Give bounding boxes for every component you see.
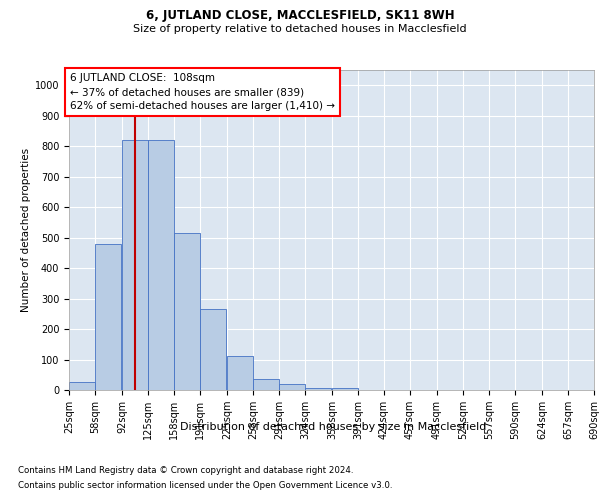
Bar	[332, 388, 358, 390]
Bar	[227, 356, 253, 390]
Text: Contains HM Land Registry data © Crown copyright and database right 2024.: Contains HM Land Registry data © Crown c…	[18, 466, 353, 475]
Bar	[305, 388, 331, 390]
Bar	[148, 140, 174, 390]
Text: Size of property relative to detached houses in Macclesfield: Size of property relative to detached ho…	[133, 24, 467, 34]
Text: 6, JUTLAND CLOSE, MACCLESFIELD, SK11 8WH: 6, JUTLAND CLOSE, MACCLESFIELD, SK11 8WH	[146, 9, 454, 22]
Text: Distribution of detached houses by size in Macclesfield: Distribution of detached houses by size …	[180, 422, 486, 432]
Bar	[279, 384, 305, 390]
Bar	[253, 380, 279, 390]
Text: Contains public sector information licensed under the Open Government Licence v3: Contains public sector information licen…	[18, 481, 392, 490]
Bar	[174, 233, 200, 390]
Bar	[200, 309, 226, 390]
Text: 6 JUTLAND CLOSE:  108sqm
← 37% of detached houses are smaller (839)
62% of semi-: 6 JUTLAND CLOSE: 108sqm ← 37% of detache…	[70, 73, 335, 111]
Bar	[69, 382, 95, 390]
Bar	[95, 244, 121, 390]
Bar	[122, 140, 148, 390]
Y-axis label: Number of detached properties: Number of detached properties	[20, 148, 31, 312]
